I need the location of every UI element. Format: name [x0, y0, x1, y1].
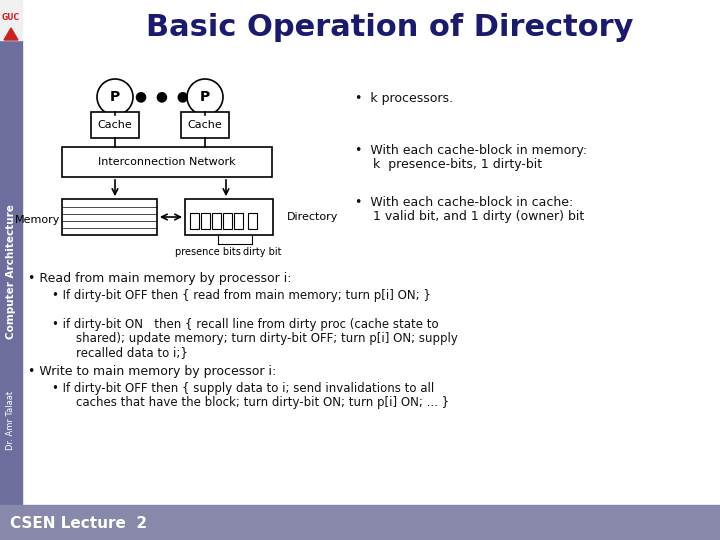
- Bar: [0, 505, 720, 540]
- Text: presence bits: presence bits: [175, 247, 241, 257]
- Text: ●  ●  ●: ● ● ●: [135, 89, 189, 103]
- Text: Directory: Directory: [287, 212, 338, 222]
- FancyBboxPatch shape: [91, 112, 139, 138]
- FancyBboxPatch shape: [185, 199, 273, 235]
- Text: • If dirty-bit OFF then { read from main memory; turn p[i] ON; }: • If dirty-bit OFF then { read from main…: [52, 289, 431, 302]
- Text: • Write to main memory by processor i:: • Write to main memory by processor i:: [28, 365, 276, 378]
- FancyBboxPatch shape: [201, 213, 210, 229]
- Text: •  With each cache-block in cache:: • With each cache-block in cache:: [355, 196, 573, 209]
- FancyBboxPatch shape: [248, 213, 257, 229]
- FancyBboxPatch shape: [212, 213, 221, 229]
- Text: •  With each cache-block in memory:: • With each cache-block in memory:: [355, 144, 587, 157]
- FancyBboxPatch shape: [234, 213, 243, 229]
- Polygon shape: [4, 28, 18, 40]
- Text: • Read from main memory by processor i:: • Read from main memory by processor i:: [28, 272, 292, 285]
- Text: • If dirty-bit OFF then { supply data to i; send invalidations to all: • If dirty-bit OFF then { supply data to…: [52, 382, 434, 395]
- Text: • if dirty-bit ON   then { recall line from dirty proc (cache state to: • if dirty-bit ON then { recall line fro…: [52, 318, 438, 331]
- Text: Cache: Cache: [98, 120, 132, 130]
- Bar: [0, 0, 22, 40]
- Text: CSEN Lecture  2: CSEN Lecture 2: [10, 516, 147, 530]
- Text: k  presence-bits, 1 dirty-bit: k presence-bits, 1 dirty-bit: [365, 158, 542, 171]
- Text: Dr. Amr Talaat: Dr. Amr Talaat: [6, 390, 16, 450]
- FancyBboxPatch shape: [223, 213, 232, 229]
- Text: •  k processors.: • k processors.: [355, 92, 453, 105]
- Text: Computer Architecture: Computer Architecture: [6, 205, 16, 340]
- FancyBboxPatch shape: [181, 112, 229, 138]
- FancyBboxPatch shape: [190, 213, 199, 229]
- Text: P: P: [110, 90, 120, 104]
- FancyBboxPatch shape: [62, 147, 272, 177]
- Text: recalled data to i;}: recalled data to i;}: [76, 346, 188, 359]
- Text: 1 valid bit, and 1 dirty (owner) bit: 1 valid bit, and 1 dirty (owner) bit: [365, 210, 584, 223]
- Circle shape: [187, 79, 223, 115]
- Text: GUC: GUC: [2, 14, 20, 23]
- Text: caches that have the block; turn dirty-bit ON; turn p[i] ON; ... }: caches that have the block; turn dirty-b…: [76, 396, 449, 409]
- Text: Interconnection Network: Interconnection Network: [98, 157, 236, 167]
- Circle shape: [97, 79, 133, 115]
- FancyBboxPatch shape: [62, 199, 157, 235]
- Bar: [0, 40, 22, 505]
- Text: dirty bit: dirty bit: [243, 247, 282, 257]
- Text: P: P: [200, 90, 210, 104]
- Text: Basic Operation of Directory: Basic Operation of Directory: [146, 14, 634, 43]
- Text: Cache: Cache: [188, 120, 222, 130]
- Text: shared); update memory; turn dirty-bit OFF; turn p[i] ON; supply: shared); update memory; turn dirty-bit O…: [76, 332, 458, 345]
- Text: Memory: Memory: [14, 215, 60, 225]
